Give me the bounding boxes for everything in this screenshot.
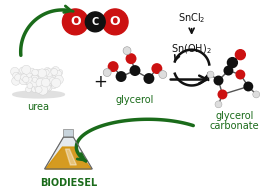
Circle shape	[19, 67, 26, 74]
Circle shape	[126, 53, 136, 64]
Polygon shape	[63, 129, 73, 137]
Circle shape	[38, 78, 43, 83]
Circle shape	[43, 69, 49, 76]
Circle shape	[214, 76, 224, 85]
Circle shape	[35, 69, 41, 76]
Circle shape	[51, 84, 56, 89]
Circle shape	[51, 68, 56, 73]
Circle shape	[20, 77, 27, 85]
Circle shape	[26, 86, 31, 92]
Circle shape	[108, 61, 119, 72]
Circle shape	[123, 47, 131, 55]
Circle shape	[41, 77, 48, 84]
Circle shape	[23, 69, 33, 78]
Circle shape	[41, 78, 50, 87]
Text: SnCl$_2$: SnCl$_2$	[178, 11, 206, 25]
Circle shape	[38, 85, 48, 95]
Circle shape	[32, 73, 40, 81]
Circle shape	[43, 83, 50, 91]
Circle shape	[235, 50, 245, 60]
Circle shape	[44, 67, 51, 74]
Circle shape	[23, 76, 32, 84]
Circle shape	[215, 101, 222, 108]
Circle shape	[27, 73, 33, 79]
Circle shape	[36, 78, 45, 87]
Circle shape	[151, 63, 162, 74]
Circle shape	[218, 89, 227, 99]
Circle shape	[23, 76, 29, 83]
Text: C: C	[92, 17, 99, 27]
Circle shape	[227, 58, 237, 68]
Circle shape	[10, 67, 19, 76]
Ellipse shape	[13, 91, 65, 98]
Circle shape	[55, 70, 62, 77]
Circle shape	[23, 76, 32, 85]
Text: +: +	[93, 73, 107, 91]
Circle shape	[34, 87, 39, 92]
Circle shape	[29, 77, 36, 83]
Circle shape	[253, 91, 260, 98]
Circle shape	[42, 82, 52, 92]
Circle shape	[116, 71, 126, 82]
Circle shape	[31, 81, 41, 90]
Polygon shape	[45, 137, 92, 169]
Polygon shape	[45, 147, 91, 169]
Circle shape	[30, 75, 39, 84]
Circle shape	[33, 70, 41, 78]
Text: O: O	[110, 15, 121, 28]
Circle shape	[103, 69, 111, 77]
Text: O: O	[70, 15, 81, 28]
Circle shape	[25, 75, 34, 84]
Text: urea: urea	[28, 102, 49, 112]
Circle shape	[243, 81, 253, 91]
Circle shape	[15, 74, 22, 81]
Circle shape	[12, 77, 20, 85]
Circle shape	[40, 87, 47, 93]
Circle shape	[207, 71, 214, 78]
Circle shape	[56, 69, 63, 75]
Text: BIODIESEL: BIODIESEL	[40, 178, 97, 188]
Circle shape	[22, 65, 31, 74]
Circle shape	[35, 80, 45, 90]
Circle shape	[62, 9, 88, 35]
Circle shape	[32, 69, 38, 76]
Circle shape	[36, 82, 44, 90]
Circle shape	[45, 69, 53, 77]
Circle shape	[34, 85, 40, 91]
Circle shape	[51, 68, 58, 75]
Text: Sn(OH)$_2$: Sn(OH)$_2$	[171, 43, 212, 57]
Circle shape	[13, 73, 23, 82]
Text: glycerol: glycerol	[116, 95, 154, 105]
Circle shape	[55, 75, 63, 84]
Circle shape	[29, 68, 35, 74]
Circle shape	[27, 79, 33, 85]
Circle shape	[46, 85, 52, 91]
Circle shape	[50, 75, 56, 81]
Text: carbonate: carbonate	[210, 121, 259, 131]
Circle shape	[28, 75, 37, 84]
Polygon shape	[65, 149, 76, 165]
Circle shape	[102, 9, 128, 35]
Circle shape	[38, 87, 44, 92]
Circle shape	[13, 72, 19, 79]
Circle shape	[27, 83, 33, 89]
Circle shape	[85, 12, 105, 32]
Circle shape	[35, 86, 42, 93]
Circle shape	[47, 75, 54, 82]
Circle shape	[159, 70, 167, 78]
Circle shape	[143, 73, 154, 84]
Circle shape	[38, 70, 48, 80]
Circle shape	[31, 78, 40, 87]
Circle shape	[32, 77, 37, 82]
Circle shape	[31, 86, 37, 92]
Circle shape	[52, 67, 59, 74]
Circle shape	[224, 66, 233, 76]
Circle shape	[49, 77, 56, 85]
Circle shape	[51, 78, 61, 88]
Circle shape	[130, 65, 140, 76]
Text: glycerol: glycerol	[215, 111, 254, 121]
Circle shape	[20, 74, 27, 81]
Circle shape	[235, 70, 245, 80]
Circle shape	[38, 69, 47, 78]
